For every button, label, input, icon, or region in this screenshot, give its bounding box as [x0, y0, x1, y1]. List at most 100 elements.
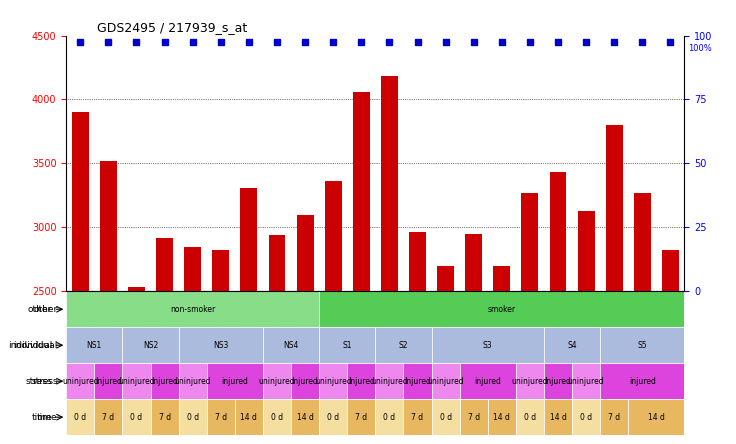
Bar: [381, 76, 398, 444]
Text: 0 d: 0 d: [187, 412, 199, 422]
FancyBboxPatch shape: [600, 327, 684, 363]
Bar: [241, 188, 258, 444]
Text: 7 d: 7 d: [608, 412, 620, 422]
FancyBboxPatch shape: [207, 363, 263, 399]
FancyBboxPatch shape: [122, 363, 151, 399]
Text: uninjured: uninjured: [62, 377, 99, 386]
Text: 14 d: 14 d: [648, 412, 665, 422]
FancyBboxPatch shape: [629, 399, 684, 435]
FancyBboxPatch shape: [460, 363, 516, 399]
FancyBboxPatch shape: [431, 327, 544, 363]
Text: uninjured: uninjured: [258, 377, 295, 386]
FancyBboxPatch shape: [291, 363, 319, 399]
FancyBboxPatch shape: [347, 399, 375, 435]
FancyBboxPatch shape: [375, 363, 403, 399]
Text: S4: S4: [567, 341, 577, 350]
Bar: [409, 233, 426, 444]
Text: 0 d: 0 d: [383, 412, 395, 422]
FancyBboxPatch shape: [319, 327, 375, 363]
Bar: [297, 214, 314, 444]
Bar: [437, 266, 454, 444]
FancyBboxPatch shape: [66, 399, 94, 435]
Bar: [634, 193, 651, 444]
FancyBboxPatch shape: [375, 399, 403, 435]
Text: S3: S3: [483, 341, 492, 350]
Bar: [213, 250, 229, 444]
Text: injured: injured: [151, 377, 178, 386]
FancyBboxPatch shape: [263, 399, 291, 435]
Bar: [156, 238, 173, 444]
FancyBboxPatch shape: [207, 399, 235, 435]
FancyBboxPatch shape: [431, 399, 460, 435]
FancyBboxPatch shape: [600, 363, 684, 399]
FancyBboxPatch shape: [151, 363, 179, 399]
FancyBboxPatch shape: [179, 363, 207, 399]
Bar: [72, 112, 89, 444]
Text: stress: stress: [31, 377, 58, 386]
Text: uninjured: uninjured: [174, 377, 211, 386]
FancyBboxPatch shape: [347, 363, 375, 399]
FancyBboxPatch shape: [403, 399, 431, 435]
FancyBboxPatch shape: [319, 291, 684, 327]
Bar: [465, 234, 482, 444]
Text: 7 d: 7 d: [411, 412, 424, 422]
Text: injured: injured: [404, 377, 431, 386]
Text: 0 d: 0 d: [271, 412, 283, 422]
Text: injured: injured: [348, 377, 375, 386]
FancyBboxPatch shape: [94, 399, 122, 435]
Text: injured: injured: [95, 377, 122, 386]
FancyBboxPatch shape: [544, 399, 572, 435]
Text: S1: S1: [342, 341, 352, 350]
FancyBboxPatch shape: [122, 327, 179, 363]
Text: 7 d: 7 d: [102, 412, 115, 422]
FancyBboxPatch shape: [66, 363, 94, 399]
Text: uninjured: uninjured: [512, 377, 548, 386]
FancyBboxPatch shape: [600, 399, 629, 435]
Text: 0 d: 0 d: [580, 412, 592, 422]
FancyBboxPatch shape: [94, 363, 122, 399]
Text: NS2: NS2: [143, 341, 158, 350]
Text: injured: injured: [291, 377, 319, 386]
FancyBboxPatch shape: [544, 363, 572, 399]
Text: other: other: [34, 305, 58, 314]
Text: uninjured: uninjured: [371, 377, 408, 386]
Text: uninjured: uninjured: [315, 377, 352, 386]
Text: stress: stress: [26, 377, 52, 386]
FancyBboxPatch shape: [403, 363, 431, 399]
FancyBboxPatch shape: [179, 399, 207, 435]
Bar: [493, 266, 510, 444]
Text: 7 d: 7 d: [158, 412, 171, 422]
FancyBboxPatch shape: [375, 327, 431, 363]
Text: NS4: NS4: [283, 341, 299, 350]
Text: 7 d: 7 d: [467, 412, 480, 422]
Text: uninjured: uninjured: [567, 377, 604, 386]
FancyBboxPatch shape: [66, 291, 319, 327]
FancyBboxPatch shape: [291, 399, 319, 435]
Text: NS3: NS3: [213, 341, 228, 350]
Text: time: time: [32, 412, 52, 422]
Text: uninjured: uninjured: [118, 377, 155, 386]
FancyBboxPatch shape: [319, 399, 347, 435]
Bar: [578, 211, 595, 444]
Text: 7 d: 7 d: [215, 412, 227, 422]
Bar: [128, 287, 145, 444]
Text: injured: injured: [222, 377, 248, 386]
Text: smoker: smoker: [488, 305, 516, 314]
Text: individual: individual: [13, 341, 58, 350]
Text: GDS2495 / 217939_s_at: GDS2495 / 217939_s_at: [97, 21, 247, 34]
FancyBboxPatch shape: [488, 399, 516, 435]
Text: S2: S2: [399, 341, 408, 350]
Text: 14 d: 14 d: [241, 412, 258, 422]
Bar: [184, 246, 201, 444]
Text: 0 d: 0 d: [327, 412, 339, 422]
FancyBboxPatch shape: [460, 399, 488, 435]
Text: 14 d: 14 d: [493, 412, 510, 422]
Text: injured: injured: [474, 377, 501, 386]
FancyBboxPatch shape: [319, 363, 347, 399]
FancyBboxPatch shape: [544, 327, 600, 363]
Text: 0 d: 0 d: [524, 412, 536, 422]
Text: non-smoker: non-smoker: [170, 305, 216, 314]
FancyBboxPatch shape: [516, 363, 544, 399]
Bar: [606, 125, 623, 444]
Text: 0 d: 0 d: [130, 412, 143, 422]
